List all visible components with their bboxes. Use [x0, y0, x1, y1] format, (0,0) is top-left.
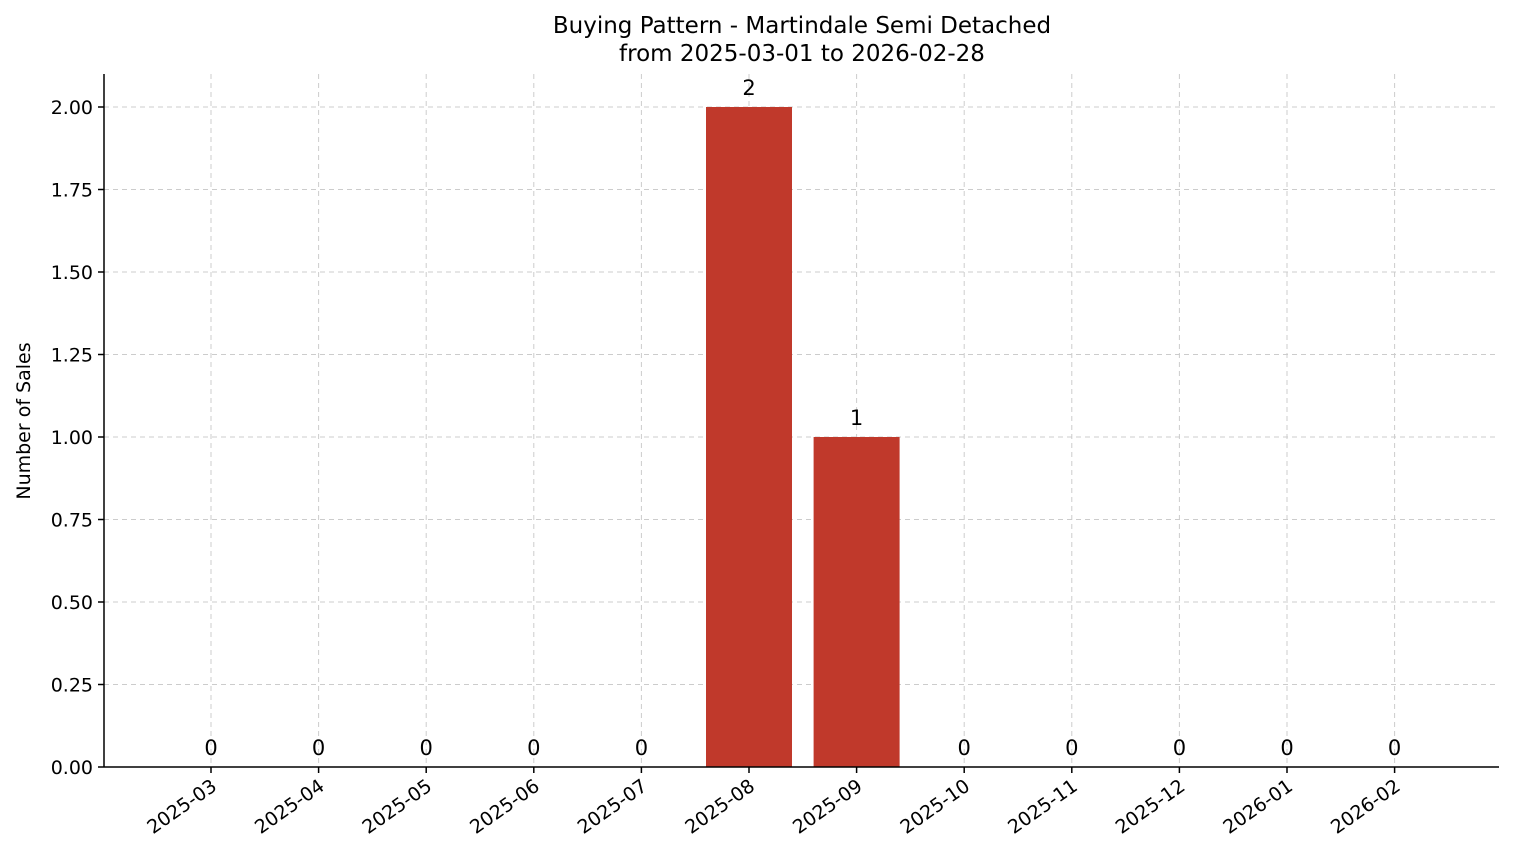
data-labels: 0 0 0 0 0 2 1 0 0 0 0 0	[204, 76, 1401, 760]
axes	[103, 74, 1499, 768]
data-label-2025-10: 0	[958, 736, 971, 760]
y-axis-label: Number of Sales	[13, 342, 35, 499]
x-tick-label-2025-10: 2025-10	[896, 775, 974, 839]
data-label-2025-03: 0	[204, 736, 217, 760]
x-tick-label-2025-03: 2025-03	[143, 775, 221, 839]
data-label-2025-05: 0	[420, 736, 433, 760]
bar-2025-09	[813, 437, 900, 767]
data-label-2025-07: 0	[635, 736, 648, 760]
x-ticks: 2025-03 2025-04 2025-05 2025-06 2025-07 2025-…	[143, 767, 1404, 839]
chart-title: Buying Pattern - Martindale Semi Detache…	[553, 13, 1051, 67]
x-tick-label-2025-11: 2025-11	[1004, 775, 1082, 839]
data-label-2025-08: 2	[742, 76, 755, 100]
y-ticks: 0.00 0.25 0.50 0.75 1.00 1.25 1.50 1.75 2.00	[51, 97, 104, 779]
chart-title-line-2: from 2025-03-01 to 2026-02-28	[619, 41, 985, 67]
data-label-2025-09: 1	[850, 406, 863, 430]
data-label-2026-02: 0	[1388, 736, 1401, 760]
y-tick-label: 0.25	[51, 675, 93, 697]
data-label-2026-01: 0	[1280, 736, 1293, 760]
x-tick-label-2026-02: 2026-02	[1327, 775, 1405, 839]
y-tick-label: 1.25	[51, 345, 93, 367]
x-tick-label-2025-07: 2025-07	[574, 775, 652, 839]
y-tick-label: 1.50	[51, 262, 93, 284]
x-tick-label-2025-04: 2025-04	[251, 775, 329, 839]
y-tick-label: 2.00	[51, 97, 93, 119]
data-label-2025-11: 0	[1065, 736, 1078, 760]
x-tick-label-2026-01: 2026-01	[1219, 775, 1297, 839]
x-tick-label-2025-12: 2025-12	[1112, 775, 1190, 839]
x-tick-label-2025-05: 2025-05	[358, 775, 436, 839]
y-tick-label: 0.50	[51, 592, 93, 614]
y-tick-label: 0.75	[51, 510, 93, 532]
y-tick-label: 0.00	[51, 757, 93, 779]
y-tick-label: 1.75	[51, 180, 93, 202]
data-label-2025-12: 0	[1173, 736, 1186, 760]
x-tick-label-2025-06: 2025-06	[466, 775, 544, 839]
chart-title-line-1: Buying Pattern - Martindale Semi Detache…	[553, 13, 1051, 39]
y-tick-label: 1.00	[51, 427, 93, 449]
data-label-2025-06: 0	[527, 736, 540, 760]
data-label-2025-04: 0	[312, 736, 325, 760]
grid	[104, 74, 1499, 768]
x-tick-label-2025-08: 2025-08	[681, 775, 759, 839]
bars	[706, 107, 900, 767]
bar-2025-08	[706, 107, 792, 767]
x-tick-label-2025-09: 2025-09	[789, 775, 867, 839]
